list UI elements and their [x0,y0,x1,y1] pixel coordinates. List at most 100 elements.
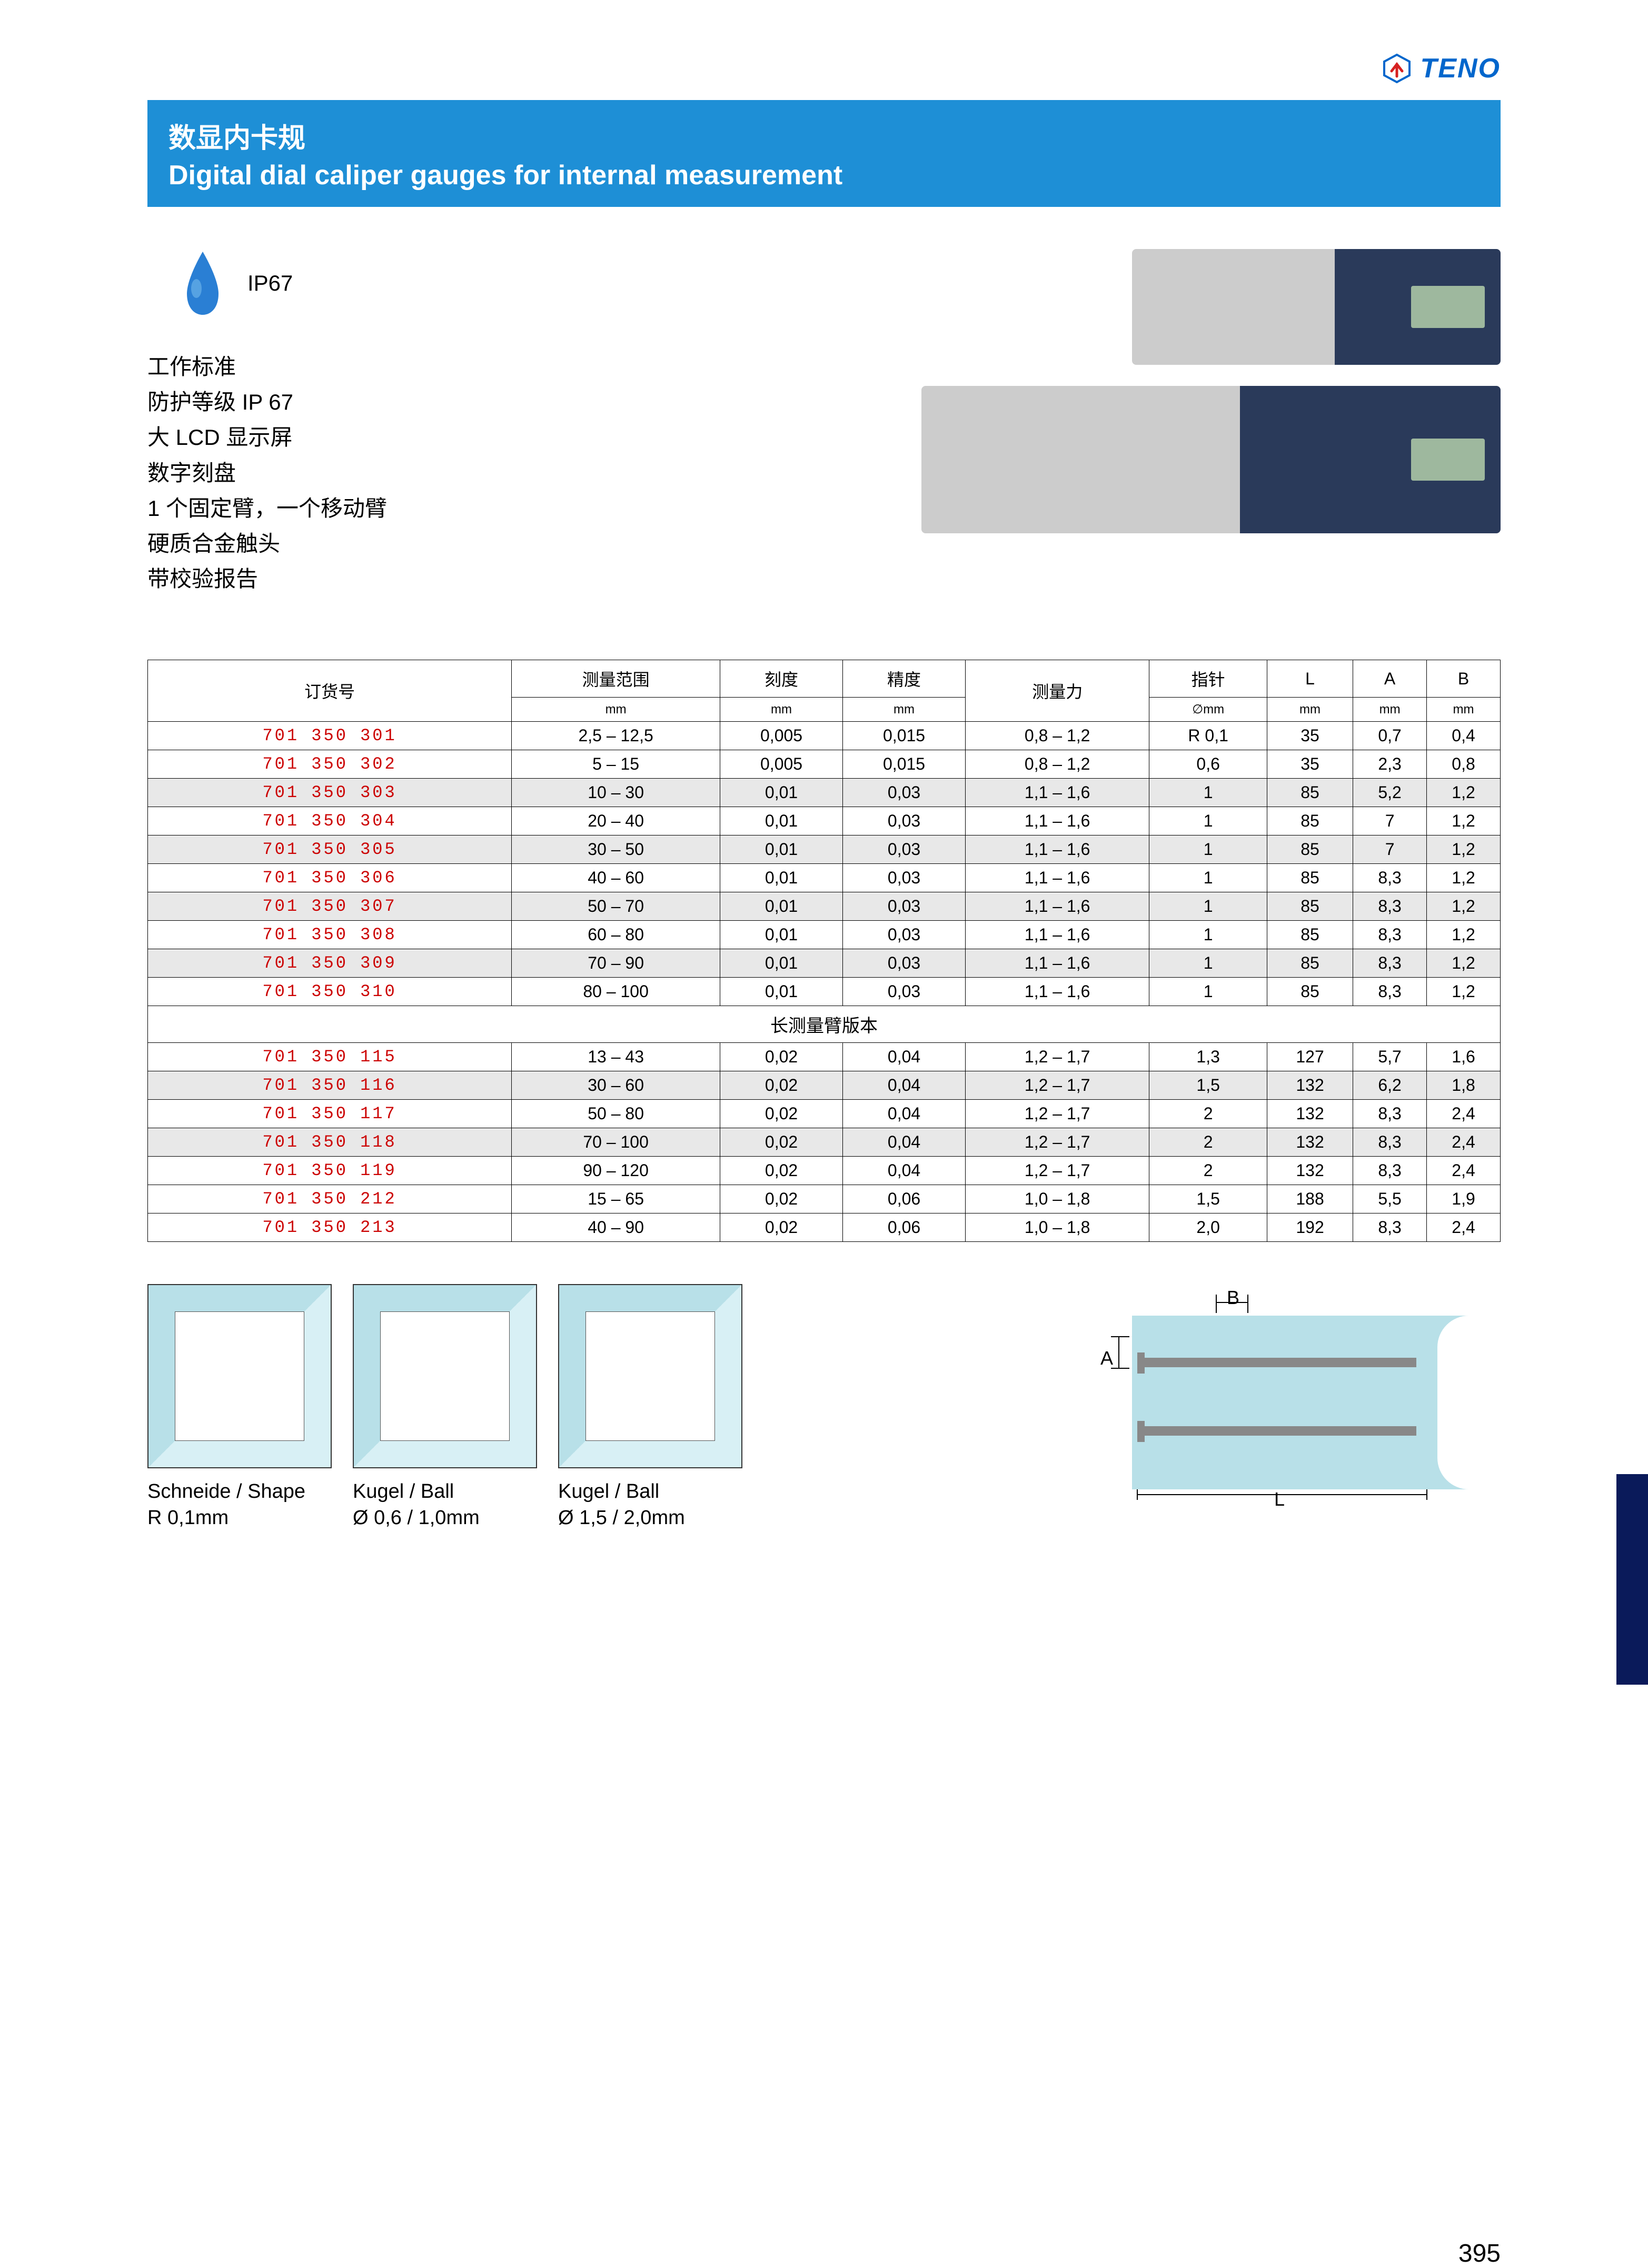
cell: 2 [1149,1157,1267,1185]
cell: 1,2 [1427,807,1501,835]
title-english: Digital dial caliper gauges for internal… [168,160,1480,191]
cell: 0,01 [720,779,843,807]
cell: 85 [1267,779,1353,807]
col-header: 测量力 [966,660,1149,722]
col-header: L [1267,660,1353,698]
cell: 85 [1267,892,1353,921]
cell: 2,4 [1427,1128,1501,1157]
cell: 0,03 [843,949,966,978]
col-header: 精度 [843,660,966,698]
cell: 132 [1267,1157,1353,1185]
cell: 701 350 213 [148,1213,512,1242]
intro-section: IP67 工作标准防护等级 IP 67大 LCD 显示屏数字刻盘1 个固定臂，一… [147,249,1501,596]
cell: 2 [1149,1128,1267,1157]
col-header: 指针 [1149,660,1267,698]
cell: 1,2 [1427,978,1501,1006]
cell: 2 [1149,1100,1267,1128]
cell: 5,5 [1353,1185,1427,1213]
cell: 0,03 [843,892,966,921]
table-row: 701 350 11750 – 800,020,041,2 – 1,721328… [148,1100,1501,1128]
cell: 1,2 [1427,921,1501,949]
table-row: 701 350 21340 – 900,020,061,0 – 1,82,019… [148,1213,1501,1242]
ip-rating-label: IP67 [247,271,293,296]
cell: 8,3 [1353,1157,1427,1185]
cell: 1,3 [1149,1043,1267,1071]
cell: 0,02 [720,1185,843,1213]
cell: 35 [1267,722,1353,750]
cell: 701 350 309 [148,949,512,978]
cell: 0,01 [720,949,843,978]
cell: 701 350 302 [148,750,512,779]
cell: 70 – 90 [512,949,720,978]
side-tab [1616,1474,1648,1685]
cell: 1,0 – 1,8 [966,1185,1149,1213]
cell: 0,03 [843,921,966,949]
dimension-diagram: A B L [1090,1284,1501,1505]
cell: 1,1 – 1,6 [966,807,1149,835]
cell: 30 – 50 [512,835,720,864]
cell: 15 – 65 [512,1185,720,1213]
cell: 85 [1267,921,1353,949]
cell: 0,8 – 1,2 [966,722,1149,750]
spec-line: 大 LCD 显示屏 [147,420,387,455]
spec-line: 硬质合金触头 [147,526,387,561]
cell: 30 – 60 [512,1071,720,1100]
cell: 1,5 [1149,1185,1267,1213]
cell: 40 – 90 [512,1213,720,1242]
cell: 0,02 [720,1043,843,1071]
cell: 132 [1267,1071,1353,1100]
cell: 1,1 – 1,6 [966,949,1149,978]
cell: 132 [1267,1128,1353,1157]
cell: 1 [1149,807,1267,835]
cell: 1,2 – 1,7 [966,1128,1149,1157]
cell: 13 – 43 [512,1043,720,1071]
cell: 0,04 [843,1043,966,1071]
cell: 0,03 [843,807,966,835]
diagram-label: Kugel / BallØ 0,6 / 1,0mm [353,1479,537,1531]
cell: 0,015 [843,750,966,779]
diagram-label: Kugel / BallØ 1,5 / 2,0mm [558,1479,742,1531]
spec-list: 工作标准防护等级 IP 67大 LCD 显示屏数字刻盘1 个固定臂，一个移动臂硬… [147,349,387,596]
cell: 188 [1267,1185,1353,1213]
cell: 90 – 120 [512,1157,720,1185]
cell: 40 – 60 [512,864,720,892]
cell: 701 350 310 [148,978,512,1006]
table-row: 701 350 31080 – 1000,010,031,1 – 1,61858… [148,978,1501,1006]
col-unit: mm [1267,698,1353,722]
cell: 0,4 [1427,722,1501,750]
spec-line: 防护等级 IP 67 [147,384,387,420]
cell: 50 – 80 [512,1100,720,1128]
table-row: 701 350 21215 – 650,020,061,0 – 1,81,518… [148,1185,1501,1213]
cell: 0,6 [1149,750,1267,779]
cell: 85 [1267,949,1353,978]
spec-line: 带校验报告 [147,561,387,596]
cell: 8,3 [1353,949,1427,978]
cell: 20 – 40 [512,807,720,835]
page-number: 395 [1458,2239,1501,2268]
cell: 1 [1149,864,1267,892]
brand-name: TENO [1421,53,1501,84]
cell: 8,3 [1353,1128,1427,1157]
cell: 1,9 [1427,1185,1501,1213]
cell: 1 [1149,978,1267,1006]
diagram-label: Schneide / ShapeR 0,1mm [147,1479,332,1531]
table-row: 701 350 11870 – 1000,020,041,2 – 1,72132… [148,1128,1501,1157]
table-row: 701 350 3012,5 – 12,50,0050,0150,8 – 1,2… [148,722,1501,750]
product-photo-large [921,386,1501,533]
table-row: 701 350 11513 – 430,020,041,2 – 1,71,312… [148,1043,1501,1071]
cell: 0,03 [843,978,966,1006]
cell: 0,01 [720,807,843,835]
diagram-item: Kugel / BallØ 0,6 / 1,0mm [353,1284,537,1531]
col-unit: mm [720,698,843,722]
cell: 1 [1149,949,1267,978]
cell: 1,2 – 1,7 [966,1100,1149,1128]
table-row: 701 350 11630 – 600,020,041,2 – 1,71,513… [148,1071,1501,1100]
cell: 8,3 [1353,1213,1427,1242]
cell: 85 [1267,978,1353,1006]
cell: 1,2 [1427,864,1501,892]
cell: 0,01 [720,978,843,1006]
cell: 1,1 – 1,6 [966,921,1149,949]
cell: 0,04 [843,1071,966,1100]
cell: 0,01 [720,835,843,864]
cell: 0,01 [720,921,843,949]
